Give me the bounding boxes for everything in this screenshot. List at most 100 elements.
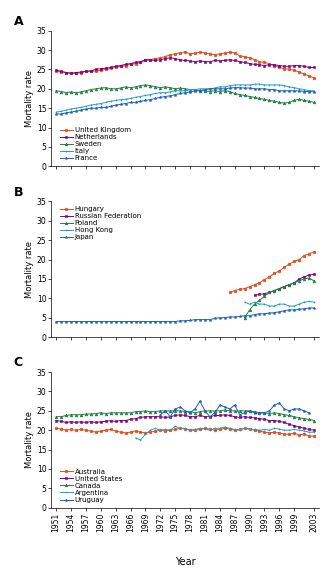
Japan bbox=[282, 307, 286, 314]
Hong Kong bbox=[312, 299, 316, 306]
United Kingdom bbox=[183, 48, 187, 55]
Uruguay bbox=[253, 409, 257, 416]
Poland bbox=[282, 283, 286, 290]
France bbox=[208, 86, 212, 93]
Line: Poland: Poland bbox=[243, 276, 315, 319]
Hungary bbox=[312, 249, 316, 255]
Sweden bbox=[213, 87, 217, 94]
Japan bbox=[54, 318, 58, 325]
Sweden bbox=[143, 81, 147, 88]
Hong Kong bbox=[282, 300, 286, 307]
Canada bbox=[223, 407, 227, 414]
X-axis label: Year: Year bbox=[175, 557, 195, 567]
United Kingdom bbox=[213, 51, 217, 58]
Canada bbox=[312, 417, 316, 424]
Hungary bbox=[282, 264, 286, 271]
Netherlands bbox=[54, 67, 58, 74]
Netherlands bbox=[228, 56, 232, 63]
United Kingdom bbox=[223, 49, 227, 56]
United States bbox=[54, 417, 58, 424]
Australia bbox=[282, 431, 286, 438]
Australia bbox=[208, 425, 212, 432]
Uruguay bbox=[208, 413, 212, 420]
Sweden bbox=[228, 88, 232, 95]
Sweden bbox=[282, 100, 286, 107]
Uruguay bbox=[282, 406, 286, 413]
Hong Kong bbox=[253, 299, 257, 306]
France bbox=[218, 86, 222, 93]
Netherlands bbox=[213, 57, 217, 64]
France bbox=[287, 87, 291, 94]
Italy bbox=[208, 86, 212, 93]
Line: Netherlands: Netherlands bbox=[55, 56, 315, 74]
Japan bbox=[203, 316, 207, 323]
Australia bbox=[54, 425, 58, 432]
Legend: United Kingdom, Netherlands, Sweden, Italy, France: United Kingdom, Netherlands, Sweden, Ita… bbox=[60, 127, 131, 161]
Russian Federation bbox=[253, 292, 257, 299]
France bbox=[54, 111, 58, 118]
Sweden bbox=[208, 88, 212, 95]
United States bbox=[258, 415, 262, 422]
France bbox=[233, 84, 237, 91]
Japan bbox=[307, 304, 311, 311]
Uruguay bbox=[218, 402, 222, 409]
United Kingdom bbox=[208, 51, 212, 58]
Italy bbox=[54, 109, 58, 116]
France bbox=[258, 86, 262, 93]
Line: Russian Federation: Russian Federation bbox=[253, 273, 315, 297]
Australia bbox=[312, 432, 316, 439]
Argentina bbox=[218, 425, 222, 432]
United States bbox=[124, 417, 128, 424]
Netherlands bbox=[263, 62, 267, 69]
Italy bbox=[218, 83, 222, 90]
France bbox=[124, 100, 128, 107]
United Kingdom bbox=[258, 58, 262, 65]
Italy bbox=[258, 81, 262, 88]
Netherlands bbox=[233, 57, 237, 64]
Netherlands bbox=[168, 54, 172, 61]
United Kingdom bbox=[287, 66, 291, 73]
United States bbox=[312, 427, 316, 434]
Netherlands bbox=[218, 58, 222, 65]
Line: Hong Kong: Hong Kong bbox=[243, 300, 315, 307]
France bbox=[312, 88, 316, 95]
Y-axis label: Mortality rate: Mortality rate bbox=[25, 70, 34, 127]
Line: Argentina: Argentina bbox=[134, 425, 315, 441]
Australia bbox=[253, 427, 257, 434]
Y-axis label: Mortality rate: Mortality rate bbox=[25, 411, 34, 469]
Italy bbox=[287, 83, 291, 90]
Japan bbox=[124, 318, 128, 325]
Line: Uruguay: Uruguay bbox=[159, 400, 311, 418]
Netherlands bbox=[312, 64, 316, 71]
Line: Australia: Australia bbox=[55, 427, 315, 438]
Line: Hungary: Hungary bbox=[228, 250, 315, 294]
Russian Federation bbox=[312, 271, 316, 278]
Canada bbox=[203, 407, 207, 414]
United Kingdom bbox=[54, 68, 58, 75]
Text: A: A bbox=[14, 15, 23, 28]
Italy bbox=[203, 86, 207, 93]
Japan bbox=[312, 304, 316, 311]
Hungary bbox=[253, 281, 257, 288]
Italy bbox=[124, 96, 128, 103]
Japan bbox=[253, 311, 257, 318]
Text: C: C bbox=[14, 356, 23, 370]
Sweden bbox=[124, 83, 128, 90]
Argentina bbox=[253, 426, 257, 433]
United States bbox=[208, 413, 212, 420]
France bbox=[203, 86, 207, 93]
Australia bbox=[218, 426, 222, 433]
Argentina bbox=[282, 427, 286, 434]
Uruguay bbox=[203, 407, 207, 414]
Sweden bbox=[312, 99, 316, 106]
Sweden bbox=[223, 87, 227, 94]
Australia bbox=[124, 430, 128, 436]
United States bbox=[223, 411, 227, 418]
Netherlands bbox=[69, 70, 73, 77]
Canada bbox=[208, 407, 212, 414]
Sweden bbox=[258, 95, 262, 102]
United Kingdom bbox=[124, 62, 128, 69]
Legend: Australia, United States, Canada, Argentina, Uruguay: Australia, United States, Canada, Argent… bbox=[60, 469, 122, 503]
Argentina bbox=[208, 427, 212, 434]
Canada bbox=[54, 413, 58, 420]
